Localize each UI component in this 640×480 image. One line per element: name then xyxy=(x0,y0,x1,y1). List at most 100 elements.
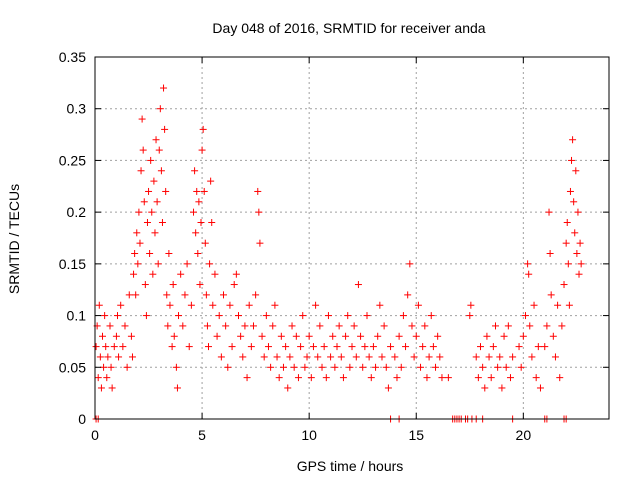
data-point xyxy=(410,353,418,361)
data-point xyxy=(489,343,497,351)
y-tick-label: 0.3 xyxy=(67,101,87,117)
data-point xyxy=(467,301,475,309)
data-point xyxy=(414,301,422,309)
data-point xyxy=(185,343,193,351)
data-point xyxy=(434,332,442,340)
data-point xyxy=(237,332,245,340)
data-point xyxy=(115,353,123,361)
data-point xyxy=(530,301,538,309)
data-point xyxy=(100,363,108,371)
x-tick-label: 15 xyxy=(408,427,424,443)
data-point xyxy=(224,363,232,371)
data-point xyxy=(175,312,183,320)
data-point xyxy=(316,322,324,330)
data-point xyxy=(151,229,159,237)
data-point xyxy=(290,363,298,371)
data-point xyxy=(436,353,444,361)
data-point xyxy=(230,281,238,289)
data-point xyxy=(408,322,416,330)
data-point xyxy=(312,301,320,309)
data-point xyxy=(169,281,177,289)
data-point xyxy=(267,363,275,371)
data-point xyxy=(297,343,305,351)
data-point xyxy=(566,187,574,195)
data-point xyxy=(145,187,153,195)
data-point xyxy=(574,208,582,216)
data-point xyxy=(509,353,517,361)
data-point xyxy=(107,363,115,371)
data-point xyxy=(314,353,322,361)
data-point xyxy=(558,322,566,330)
data-point xyxy=(190,208,198,216)
data-point xyxy=(429,343,437,351)
data-point xyxy=(543,322,551,330)
data-point xyxy=(536,384,544,392)
data-point xyxy=(504,322,512,330)
data-point xyxy=(485,353,493,361)
data-point xyxy=(551,353,559,361)
data-point xyxy=(194,250,202,258)
data-point xyxy=(260,353,268,361)
data-point xyxy=(346,363,354,371)
data-point xyxy=(152,136,160,144)
data-point xyxy=(419,343,427,351)
data-point xyxy=(127,332,135,340)
data-point xyxy=(140,198,148,206)
data-point xyxy=(135,208,143,216)
y-tick-labels: 0 0.05 0.1 0.15 0.2 0.25 0.3 0.35 xyxy=(59,49,86,427)
data-point xyxy=(380,322,388,330)
data-point xyxy=(327,353,335,361)
data-point xyxy=(524,260,532,268)
data-point xyxy=(525,270,533,278)
data-point xyxy=(560,281,568,289)
data-point xyxy=(545,208,553,216)
plot-frame xyxy=(94,56,610,420)
data-point xyxy=(92,343,100,351)
data-point xyxy=(208,218,216,226)
data-point xyxy=(160,84,168,92)
data-point xyxy=(350,322,358,330)
data-point xyxy=(220,291,227,299)
data-point xyxy=(254,187,262,195)
data-point xyxy=(279,363,287,371)
data-point xyxy=(547,291,555,299)
data-point xyxy=(333,343,341,351)
data-point xyxy=(444,374,452,382)
data-point xyxy=(157,167,165,175)
data-point xyxy=(541,343,549,351)
data-point xyxy=(425,353,433,361)
data-point xyxy=(96,353,104,361)
data-point xyxy=(329,332,337,340)
data-point xyxy=(139,146,147,154)
data-point xyxy=(569,136,577,144)
data-point xyxy=(534,343,542,351)
data-point xyxy=(273,353,281,361)
data-point xyxy=(228,343,236,351)
data-point xyxy=(119,343,127,351)
data-point xyxy=(438,374,446,382)
data-point xyxy=(271,301,279,309)
data-point xyxy=(354,281,362,289)
data-point xyxy=(163,291,171,299)
data-point xyxy=(494,363,502,371)
data-point xyxy=(162,187,170,195)
data-point xyxy=(576,239,584,247)
data-point xyxy=(199,125,207,133)
data-point xyxy=(222,322,230,330)
data-point xyxy=(339,374,347,382)
data-point xyxy=(209,301,217,309)
data-point xyxy=(98,332,106,340)
data-point xyxy=(384,384,392,392)
data-point xyxy=(215,312,223,320)
data-point xyxy=(201,239,209,247)
x-tick-label: 10 xyxy=(301,427,317,443)
data-point xyxy=(565,301,573,309)
data-point xyxy=(256,239,264,247)
data-point xyxy=(474,374,482,382)
data-point xyxy=(245,301,253,309)
data-point xyxy=(141,281,149,289)
data-point xyxy=(203,322,211,330)
data-point xyxy=(130,270,138,278)
data-point xyxy=(496,353,504,361)
